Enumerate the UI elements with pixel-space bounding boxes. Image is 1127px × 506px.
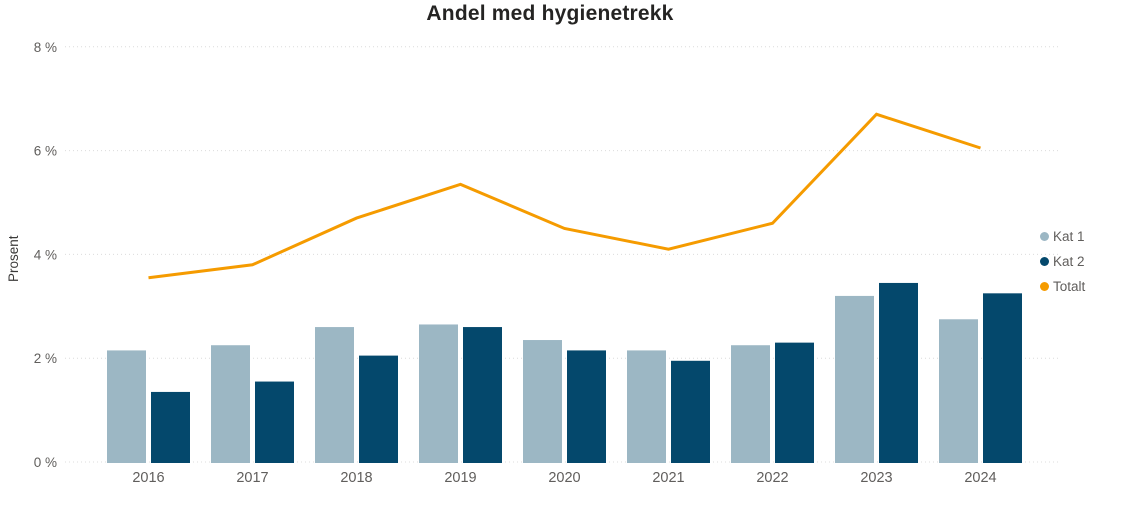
x-tick-label: 2023: [860, 470, 892, 486]
x-tick-label: 2017: [236, 470, 268, 486]
bar-kat2-2023[interactable]: [879, 282, 918, 463]
y-tick-label: 6 %: [34, 144, 57, 159]
bar-kat1-2016[interactable]: [107, 350, 146, 463]
bar-kat2-2016[interactable]: [151, 391, 190, 463]
y-tick-label: 2 %: [34, 351, 57, 366]
legend: Kat 1 Kat 2 Totalt: [1040, 224, 1085, 299]
bar-kat1-2020[interactable]: [523, 340, 562, 463]
bar-kat1-2019[interactable]: [419, 324, 458, 463]
y-tick-label: 8 %: [34, 40, 57, 55]
x-tick-label: 2016: [132, 470, 164, 486]
legend-item-label: Totalt: [1053, 279, 1086, 294]
legend-item-kat1[interactable]: Kat 1: [1040, 224, 1085, 249]
bar-kat2-2024[interactable]: [983, 293, 1022, 463]
bar-kat2-2020[interactable]: [567, 350, 606, 463]
kat1-legend-dot-icon: [1040, 232, 1049, 241]
x-tick-label: 2018: [340, 470, 372, 486]
bar-kat1-2018[interactable]: [315, 327, 354, 463]
bar-kat1-2017[interactable]: [211, 345, 250, 463]
chart-title: Andel med hygienetrekk: [426, 2, 674, 25]
bar-kat2-2017[interactable]: [255, 381, 294, 463]
legend-item-totalt[interactable]: Totalt: [1040, 274, 1085, 299]
x-tick-label: 2024: [964, 470, 996, 486]
legend-item-label: Kat 2: [1053, 254, 1085, 269]
x-tick-label: 2021: [652, 470, 684, 486]
x-tick-label: 2022: [756, 470, 788, 486]
bar-kat1-2022[interactable]: [731, 345, 770, 463]
legend-item-label: Kat 1: [1053, 229, 1085, 244]
y-tick-label: 4 %: [34, 247, 57, 262]
bar-kat1-2024[interactable]: [939, 319, 978, 463]
x-tick-label: 2019: [444, 470, 476, 486]
y-tick-label: 0 %: [34, 455, 57, 470]
line-totalt[interactable]: [148, 112, 981, 280]
bar-kat2-2019[interactable]: [463, 327, 502, 463]
bar-kat2-2018[interactable]: [359, 355, 398, 463]
bar-kat1-2023[interactable]: [835, 295, 874, 463]
x-tick-label: 2020: [548, 470, 580, 486]
totalt-legend-dot-icon: [1040, 282, 1049, 291]
legend-item-kat2[interactable]: Kat 2: [1040, 249, 1085, 274]
bar-kat2-2021[interactable]: [671, 360, 710, 463]
bar-kat2-2022[interactable]: [775, 342, 814, 463]
bar-kat1-2021[interactable]: [627, 350, 666, 463]
kat2-legend-dot-icon: [1040, 257, 1049, 266]
